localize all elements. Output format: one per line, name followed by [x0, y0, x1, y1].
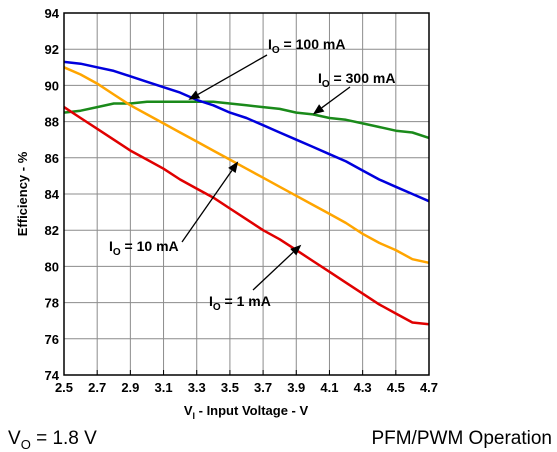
y-tick-label: 88	[45, 115, 59, 130]
annotation-arrow-line	[197, 54, 268, 95]
y-tick-label: 82	[45, 223, 59, 238]
x-tick-labels: 2.5 2.7 2.9 3.1 3.3 3.5 3.7 3.9 4.1 4.3 4.5 4.7	[55, 380, 438, 395]
x-tick-label: 3.7	[254, 380, 272, 395]
plot-frame	[63, 12, 430, 376]
series-line-3	[63, 106, 430, 326]
series-layer	[63, 60, 430, 326]
x-axis-label: VI - Input Voltage - V	[184, 403, 309, 421]
y-tick-label: 74	[45, 368, 60, 383]
series-line-2	[63, 66, 430, 265]
x-tick-label: 2.5	[55, 380, 73, 395]
annotation-arrow-head	[312, 104, 325, 115]
annotation-arrow-head	[228, 161, 239, 173]
x-tick-label: 2.9	[121, 380, 139, 395]
x-axis-label-sub: I	[193, 411, 196, 421]
x-tick-label: 2.7	[88, 380, 106, 395]
annotation-labels: IO = 100 mA IO = 300 mA IO = 10 mA IO = 1 m…	[109, 36, 395, 313]
note-output-voltage: VO = 1.8 V	[8, 428, 97, 452]
x-tick-label: 3.9	[287, 380, 305, 395]
y-tick-label: 94	[45, 6, 60, 21]
y-tick-label: 86	[45, 151, 59, 166]
y-tick-label: 84	[45, 187, 60, 202]
annotation-label-3: IO = 1 mA	[209, 293, 271, 313]
x-tick-label: 4.5	[387, 380, 405, 395]
y-tick-labels: 74 76 78 80 82 84 86 88 90 92 94	[45, 6, 60, 383]
annotation-label-2: IO = 10 mA	[109, 238, 179, 258]
annotation-arrow-head	[290, 244, 302, 256]
annotation-arrow-line	[321, 86, 351, 109]
efficiency-chart: 2.5 2.7 2.9 3.1 3.3 3.5 3.7 3.9 4.1 4.3 4.5 4.7 747…	[15, 6, 438, 421]
annotation-label-0: IO = 100 mA	[268, 36, 345, 56]
x-tick-label: 3.3	[188, 380, 206, 395]
annotation-arrow-line	[181, 170, 233, 243]
y-tick-label: 80	[45, 259, 59, 274]
x-tick-label: 3.1	[155, 380, 173, 395]
y-tick-label: 76	[45, 332, 59, 347]
note-operation-mode: PFM/PWM Operation	[371, 428, 552, 449]
series-line-1	[63, 60, 430, 203]
y-tick-label: 90	[45, 78, 59, 93]
x-tick-label: 4.1	[320, 380, 338, 395]
annotation-arrow-head	[188, 90, 201, 100]
annotation-arrows	[181, 54, 351, 291]
annotation-arrow-line	[252, 251, 294, 291]
x-tick-label: 3.5	[221, 380, 239, 395]
annotation-label-1: IO = 300 mA	[318, 70, 395, 90]
series-line-0	[63, 100, 430, 140]
x-tick-label: 4.3	[354, 380, 372, 395]
y-axis-label: Efficiency - %	[15, 151, 30, 236]
x-tick-label: 4.7	[420, 380, 438, 395]
y-tick-label: 92	[45, 42, 59, 57]
y-tick-label: 78	[45, 296, 59, 311]
